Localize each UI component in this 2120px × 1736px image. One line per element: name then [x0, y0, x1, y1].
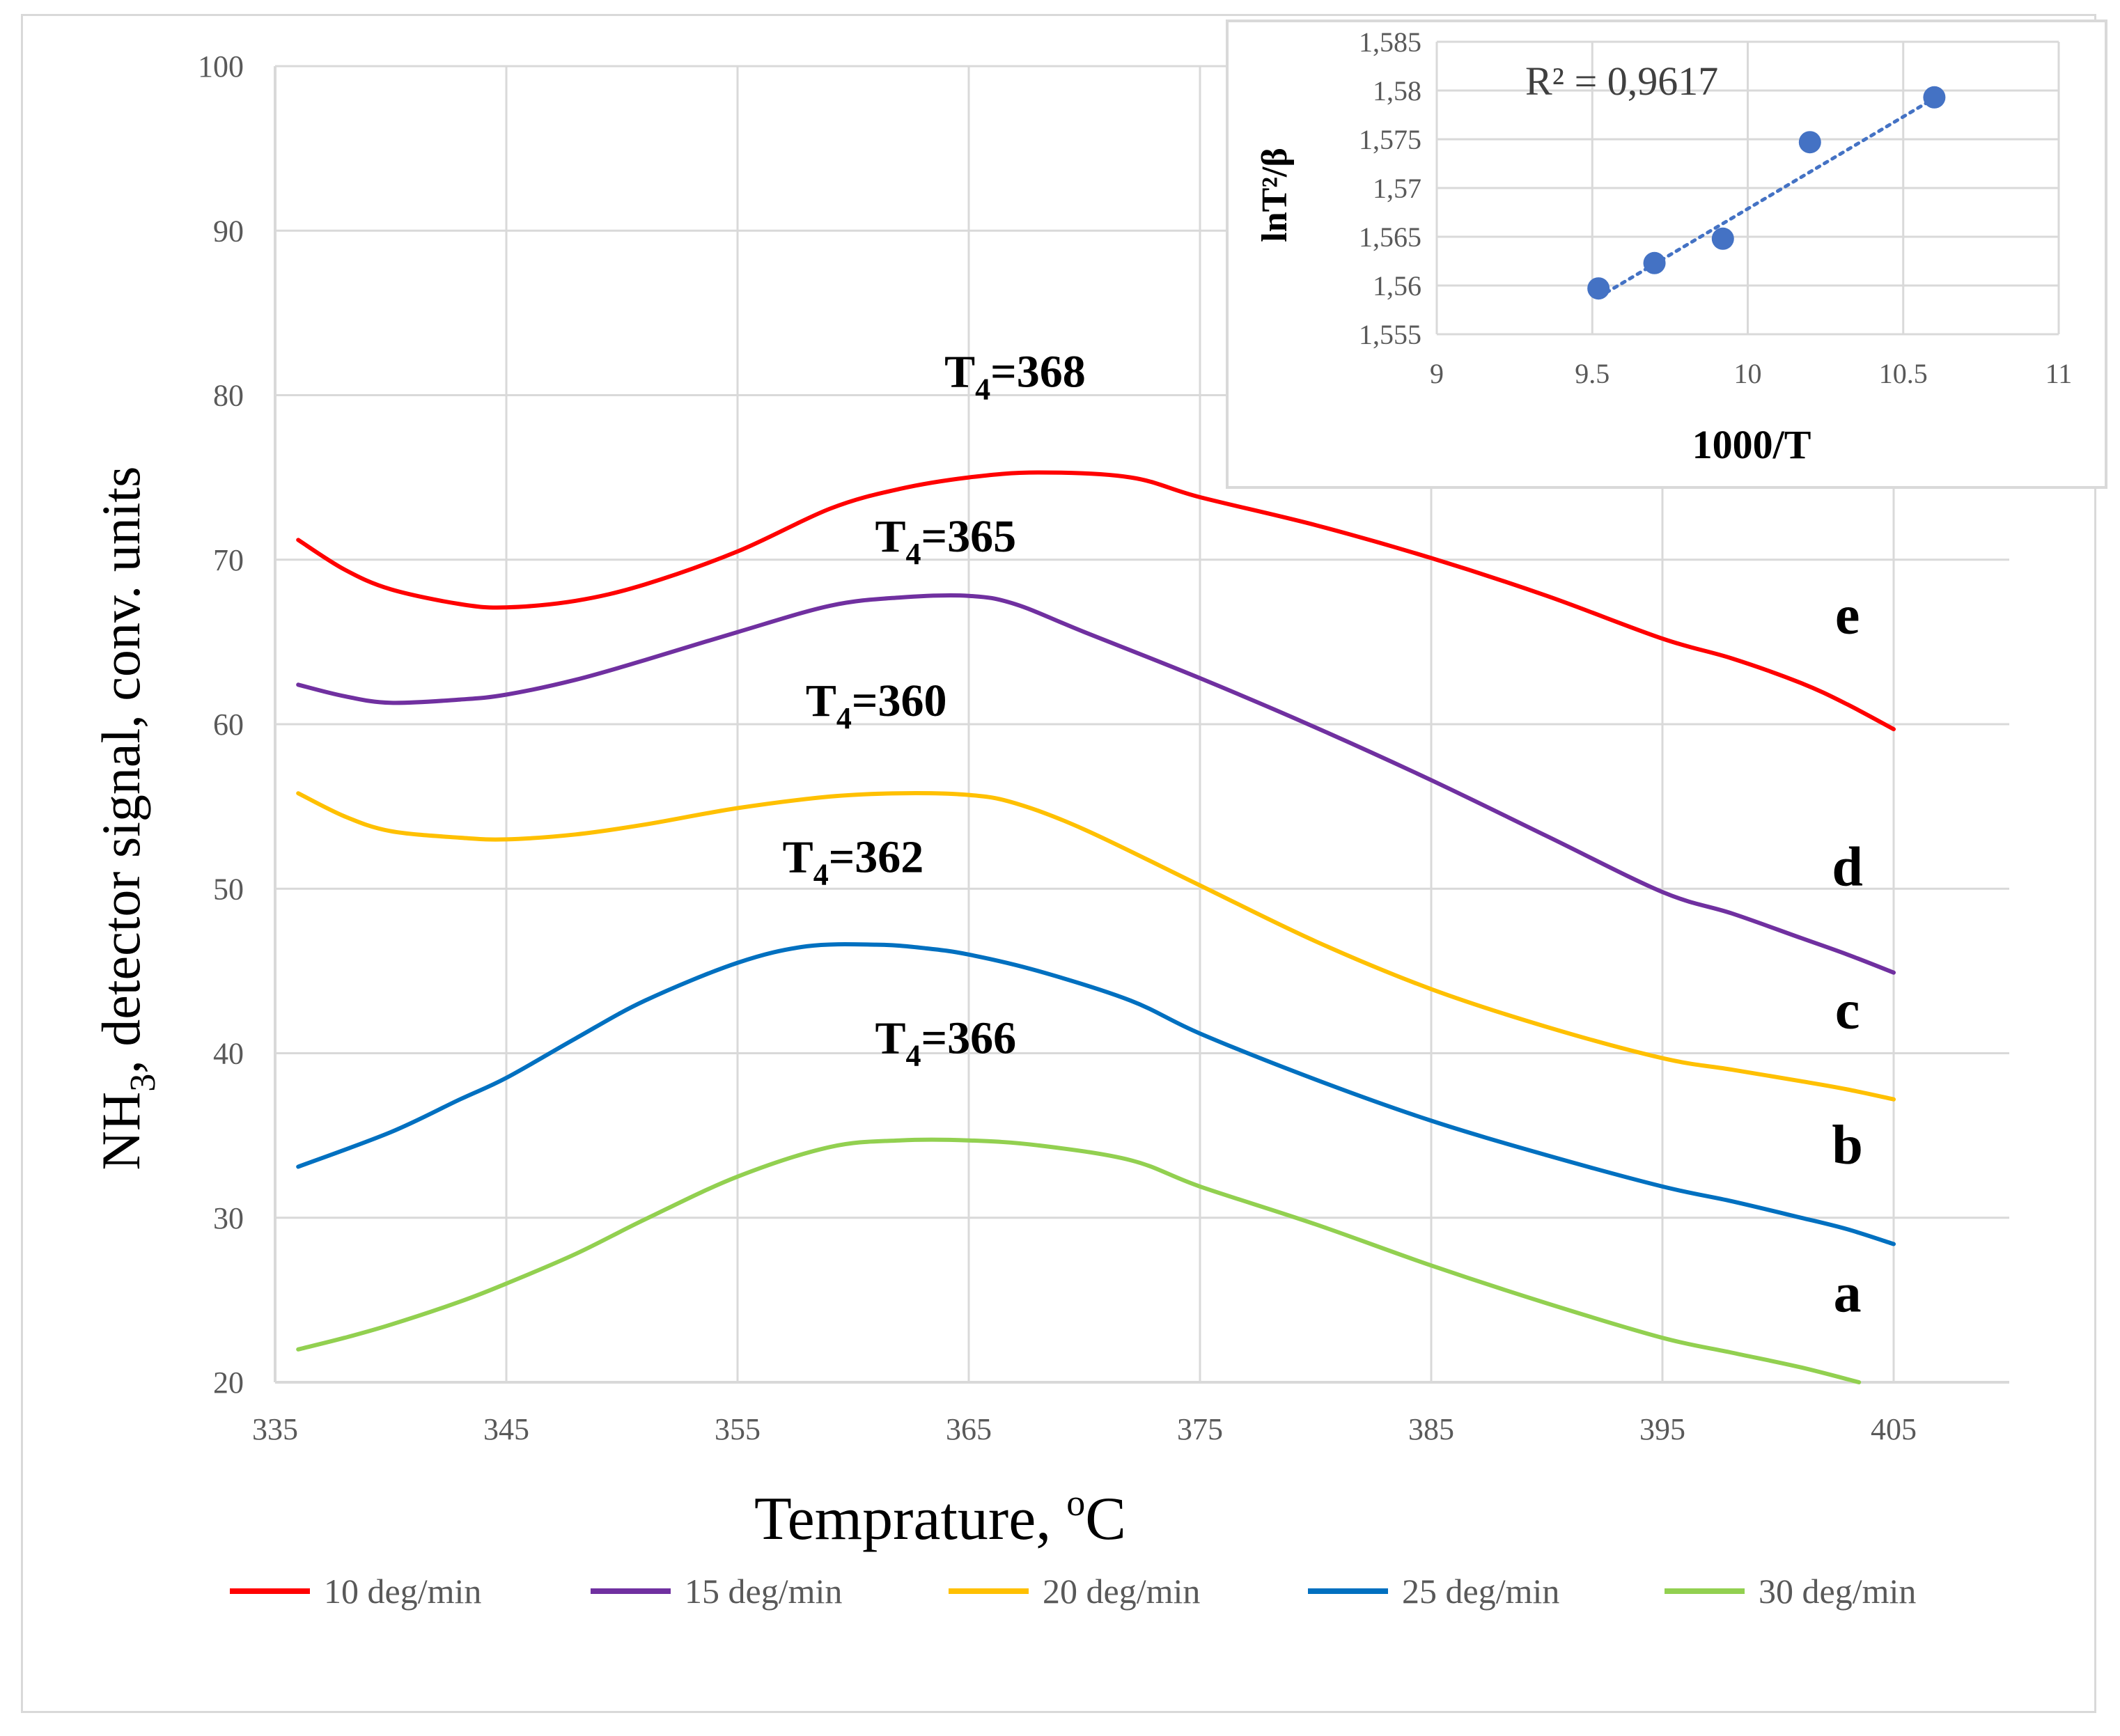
- peak-label: T4=362: [783, 832, 924, 892]
- legend: 10 deg/min 15 deg/min 20 deg/min 25 deg/min…: [230, 1572, 1916, 1611]
- inset-point: [1798, 131, 1821, 154]
- peak-label: T4=360: [806, 675, 947, 735]
- legend-item: 20 deg/min: [949, 1572, 1200, 1611]
- y-tick-label: 50: [213, 872, 244, 906]
- curve-label-c: c: [1835, 980, 1860, 1041]
- x-tick-label: 405: [1871, 1412, 1917, 1446]
- curve-label-e: e: [1835, 585, 1860, 646]
- inset-x-tick-label: 9.5: [1575, 358, 1610, 389]
- curve-label-d: d: [1832, 837, 1863, 898]
- main-series: [296, 470, 1896, 1384]
- inset-frame: [1226, 19, 2107, 489]
- legend-label: 20 deg/min: [1043, 1572, 1200, 1611]
- inset-point: [1587, 277, 1610, 300]
- peak-label: T4=365: [875, 511, 1016, 571]
- inset-x-tick-label: 10: [1734, 358, 1762, 389]
- inset-tick-labels: 1,555 1,56 1,565 1,57 1,575 1,58 1,585 9 9.5 10 10…: [1359, 26, 2072, 389]
- inset-x-tick-label: 11: [2045, 358, 2073, 389]
- legend-item: 30 deg/min: [1665, 1572, 1916, 1611]
- inset-y-tick-label: 1,585: [1359, 26, 1421, 58]
- y-tick-label: 70: [213, 543, 244, 577]
- y-tick-label: 90: [213, 214, 244, 248]
- legend-label: 10 deg/min: [324, 1572, 481, 1611]
- peak-label: T4=366: [875, 1013, 1016, 1073]
- x-tick-label: 355: [715, 1412, 761, 1446]
- x-tick-label: 335: [252, 1412, 298, 1446]
- curve-labels: e d c b a: [1832, 585, 1863, 1324]
- x-tick-label: 365: [946, 1412, 992, 1446]
- main-axes: [274, 66, 2009, 1384]
- y-tick-label: 40: [213, 1037, 244, 1071]
- inset-y-tick-label: 1,58: [1373, 75, 1421, 107]
- inset-point: [1643, 251, 1666, 274]
- inset-y-tick-label: 1,56: [1373, 270, 1421, 302]
- legend-item: 25 deg/min: [1308, 1572, 1559, 1611]
- inset-point: [1923, 86, 1946, 109]
- inset-y-tick-label: 1,555: [1359, 319, 1421, 350]
- y-tick-label: 60: [213, 707, 244, 742]
- inset-y-axis-label: lnT²/β: [1255, 148, 1295, 242]
- main-tick-labels: 20 30 40 50 60 70 80 90 100 335 345 355 365 375 385 395…: [198, 49, 1917, 1446]
- inset-x-tick-label: 9: [1430, 358, 1444, 389]
- legend-item: 10 deg/min: [230, 1572, 481, 1611]
- curve-label-b: b: [1832, 1115, 1863, 1176]
- inset-points: [1587, 86, 1946, 300]
- legend-item: 15 deg/min: [591, 1572, 842, 1611]
- inset-x-axis-label: 1000/T: [1692, 422, 1811, 467]
- x-tick-label: 385: [1408, 1412, 1454, 1446]
- y-tick-label: 100: [198, 49, 244, 84]
- legend-label: 15 deg/min: [685, 1572, 842, 1611]
- x-tick-label: 395: [1639, 1412, 1685, 1446]
- peak-annotations: T4=368 T4=365 T4=360 T4=362 T4=366: [783, 347, 1086, 1073]
- series-line-3: [296, 791, 1896, 1102]
- y-tick-label: 80: [213, 379, 244, 413]
- r-squared-label: R² = 0,9617: [1525, 58, 1718, 104]
- legend-label: 30 deg/min: [1759, 1572, 1916, 1611]
- x-axis-label: Temprature, oC: [754, 1482, 1126, 1553]
- y-tick-label: 30: [213, 1201, 244, 1235]
- x-tick-label: 375: [1177, 1412, 1223, 1446]
- series-line-1: [296, 470, 1896, 732]
- inset-chart: 1,555 1,56 1,565 1,57 1,575 1,58 1,585 9 9.5 10 10…: [1226, 19, 2107, 489]
- inset-y-tick-label: 1,565: [1359, 221, 1421, 253]
- series-line-5: [296, 1137, 1862, 1384]
- series-line-4: [296, 941, 1896, 1246]
- legend-label: 25 deg/min: [1402, 1572, 1559, 1611]
- x-tick-label: 345: [483, 1412, 529, 1446]
- inset-x-tick-label: 10.5: [1879, 358, 1928, 389]
- inset-y-tick-label: 1,575: [1359, 124, 1421, 155]
- series-line-2: [296, 593, 1896, 975]
- y-axis-label: NH3, detector signal, conv. units: [91, 467, 163, 1171]
- inset-y-tick-label: 1,57: [1373, 173, 1421, 204]
- inset-point: [1711, 227, 1734, 250]
- peak-label: T4=368: [944, 347, 1086, 407]
- curve-label-a: a: [1834, 1262, 1862, 1324]
- inset-gridlines: [1435, 40, 2060, 336]
- y-tick-label: 20: [213, 1366, 244, 1400]
